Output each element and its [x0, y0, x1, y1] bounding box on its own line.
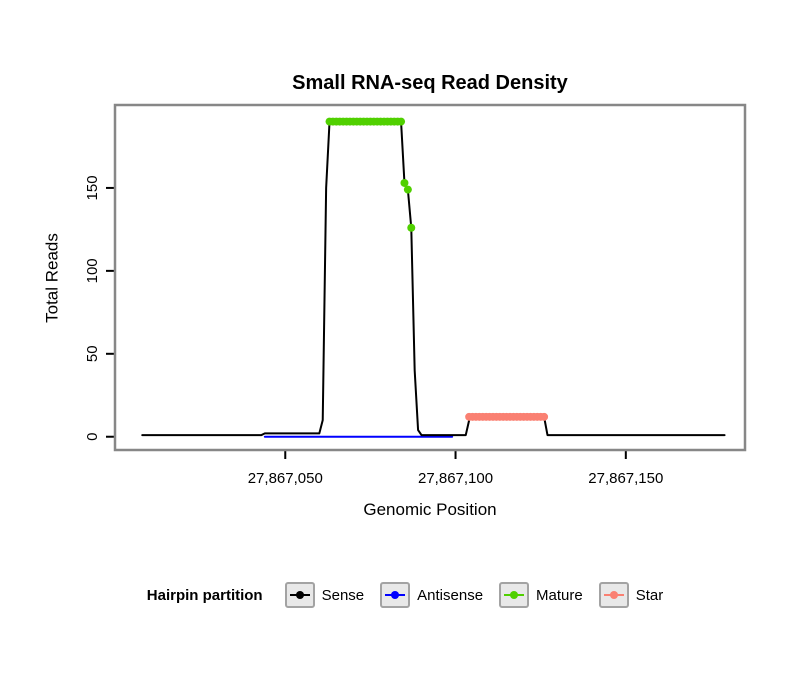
y-axis-label: Total Reads: [42, 233, 62, 323]
chart-title: Small RNA-seq Read Density: [292, 72, 568, 94]
legend-label-antisense: Antisense: [417, 586, 484, 604]
legend-item-antisense: Antisense: [380, 582, 483, 608]
mature-point: [400, 178, 409, 187]
y-tick-label: 150: [84, 175, 101, 200]
mature-key-icon: [499, 582, 530, 608]
y-tick-label: 0: [84, 433, 101, 441]
y-tick-label: 50: [84, 345, 101, 362]
x-tick-label: 27,867,050: [248, 470, 323, 487]
star-key-icon: [598, 582, 629, 608]
legend-item-mature: Mature: [499, 582, 583, 608]
legend-label-mature: Mature: [536, 586, 583, 604]
legend-item-star: Star: [598, 582, 664, 608]
panel-border: [113, 103, 747, 452]
antisense-key-glyph: [385, 591, 406, 599]
sense-key-icon: [284, 582, 315, 608]
legend-item-sense: Sense: [284, 582, 365, 608]
sense-line: [141, 120, 726, 437]
star-key-glyph: [603, 591, 624, 599]
mature-key-glyph: [504, 591, 525, 599]
legend: Hairpin partition Sense Antisense Mature St…: [0, 582, 810, 608]
x-tick-label: 27,867,150: [588, 470, 663, 487]
sense-key-glyph: [289, 591, 310, 599]
mature-point: [407, 223, 416, 232]
mature-point: [397, 117, 406, 126]
star-point: [540, 412, 549, 421]
legend-label-sense: Sense: [321, 586, 365, 604]
mature-point: [403, 185, 412, 194]
x-axis-label: Genomic Position: [363, 500, 497, 519]
y-tick-label: 100: [84, 258, 101, 283]
legend-label-star: Star: [635, 586, 664, 604]
legend-title: Hairpin partition: [146, 586, 263, 604]
antisense-key-icon: [380, 582, 411, 608]
x-tick-label: 27,867,100: [418, 470, 493, 487]
